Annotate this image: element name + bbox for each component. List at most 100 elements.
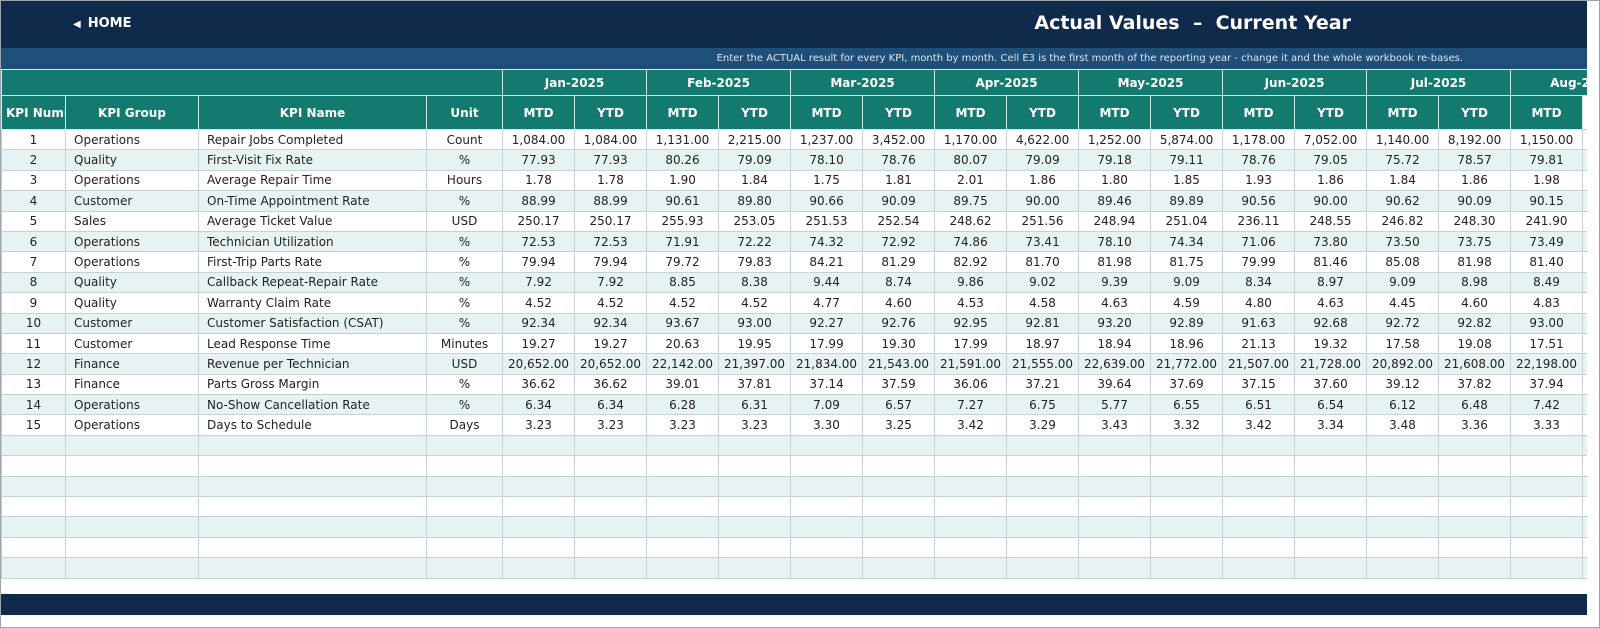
kpi-row: 9 Quality Warranty Claim Rate% 4.52 4.52 4.52…: [1, 292, 1587, 314]
cell: [65, 557, 199, 579]
cell: [718, 475, 792, 498]
cell: [646, 434, 720, 457]
cell: 79.83: [718, 251, 792, 273]
cell: 78.76: [862, 149, 936, 171]
cell: [1078, 516, 1152, 538]
cell: 4.59: [1150, 292, 1224, 314]
cell: 9.09: [1150, 271, 1224, 294]
cell: 21,507.00: [1222, 353, 1296, 375]
cell: 36.62: [502, 373, 575, 396]
cell: 88.99: [573, 190, 648, 212]
cell: 21.13: [1222, 332, 1296, 355]
cell: [1006, 516, 1080, 538]
cell: 3.48: [1366, 414, 1440, 436]
cell: [198, 496, 427, 518]
kpi-row: 14 Operations No-Show Cancellation Rate% 6.…: [1, 394, 1587, 416]
cell: 91.63: [1222, 312, 1296, 334]
cell: [1582, 312, 1587, 334]
column-header: YTD: [1294, 95, 1368, 130]
cell: %: [426, 230, 503, 253]
cell: [1366, 516, 1440, 538]
cell: [1582, 169, 1587, 192]
cell: 8.49: [1510, 271, 1584, 294]
cell: 19.08: [1438, 332, 1512, 355]
month-header: Apr-2025: [934, 69, 1080, 96]
month-header-row: Jan-2025 Feb-2025 Mar-2025 Apr-2025 May-2025…: [1, 69, 1587, 96]
cell: %: [426, 292, 503, 314]
cell: 1,084.00: [573, 128, 648, 151]
cell: 246.82: [1366, 210, 1440, 232]
column-header: YTD: [1438, 95, 1512, 130]
cell: 89.75: [934, 190, 1008, 212]
cell: [65, 496, 199, 518]
cell: [1510, 455, 1584, 477]
cell: 79.18: [1078, 149, 1152, 171]
cell: 4.63: [1078, 292, 1152, 314]
cell: [1, 557, 66, 579]
cell: [426, 557, 503, 579]
cell: [573, 516, 648, 538]
cell: 3.25: [862, 414, 936, 436]
home-button[interactable]: HOME: [73, 16, 132, 31]
cell: 252.54: [862, 210, 936, 232]
cell: [1294, 516, 1368, 538]
cell: 3.34: [1294, 414, 1368, 436]
cell: 9.09: [1366, 271, 1440, 294]
kpi-row: 12 Finance Revenue per Technician USD 20,652…: [1, 353, 1587, 375]
kpi-row: 13 Finance Parts Gross Margin% 36.62 36.62 39…: [1, 373, 1587, 396]
cell: Quality: [65, 292, 199, 314]
cell: 81.46: [1294, 251, 1368, 273]
cell: [790, 496, 864, 518]
cell: [1, 455, 66, 477]
cell: Finance: [65, 373, 199, 396]
cell: [198, 455, 427, 477]
cell: 79.94: [502, 251, 575, 273]
cell: 18.94: [1078, 332, 1152, 355]
cell: 4.52: [718, 292, 792, 314]
cell: Customer: [65, 190, 199, 212]
cell: [1582, 251, 1587, 273]
cell: 1,178.00: [1222, 128, 1296, 151]
cell: 37.15: [1222, 373, 1296, 396]
cell: [646, 536, 720, 559]
cell: 9.39: [1078, 271, 1152, 294]
cell: 9: [1, 292, 66, 314]
cell: 37.82: [1438, 373, 1512, 396]
cell: 85.08: [1366, 251, 1440, 273]
cell: 1.75: [790, 169, 864, 192]
cell: 92.95: [934, 312, 1008, 334]
cell: 6.55: [1150, 394, 1224, 416]
cell: %: [426, 312, 503, 334]
cell: 79.11: [1150, 149, 1224, 171]
cell: [1, 536, 66, 559]
cell: First-Visit Fix Rate: [198, 149, 427, 171]
cell: 71.91: [646, 230, 720, 253]
cell: 20,892.00: [1366, 353, 1440, 375]
cell: 72.53: [573, 230, 648, 253]
cell: 6.34: [573, 394, 648, 416]
cell: [426, 434, 503, 457]
kpi-table: Jan-2025 Feb-2025 Mar-2025 Apr-2025 May-2025…: [1, 69, 1587, 579]
month-header: Feb-2025: [646, 69, 792, 96]
empty-row: [1, 434, 1587, 457]
kpi-row: 2 Quality First-Visit Fix Rate% 77.93 77.93 8…: [1, 149, 1587, 171]
cell: [1582, 210, 1587, 232]
cell: [573, 536, 648, 559]
cell: Customer: [65, 312, 199, 334]
empty-row: [1, 536, 1587, 559]
cell: 241.90: [1510, 210, 1584, 232]
cell: [646, 475, 720, 498]
column-header: Unit: [426, 95, 503, 130]
cell: 21,772.00: [1150, 353, 1224, 375]
cell: %: [426, 394, 503, 416]
cell: 1,084.00: [502, 128, 575, 151]
cell: [1582, 434, 1587, 457]
cell: Quality: [65, 271, 199, 294]
cell: [502, 455, 575, 477]
column-header: YTD: [1006, 95, 1080, 130]
cell: [573, 557, 648, 579]
cell: [65, 434, 199, 457]
cell: [1150, 496, 1224, 518]
cell: 12: [1, 353, 66, 375]
